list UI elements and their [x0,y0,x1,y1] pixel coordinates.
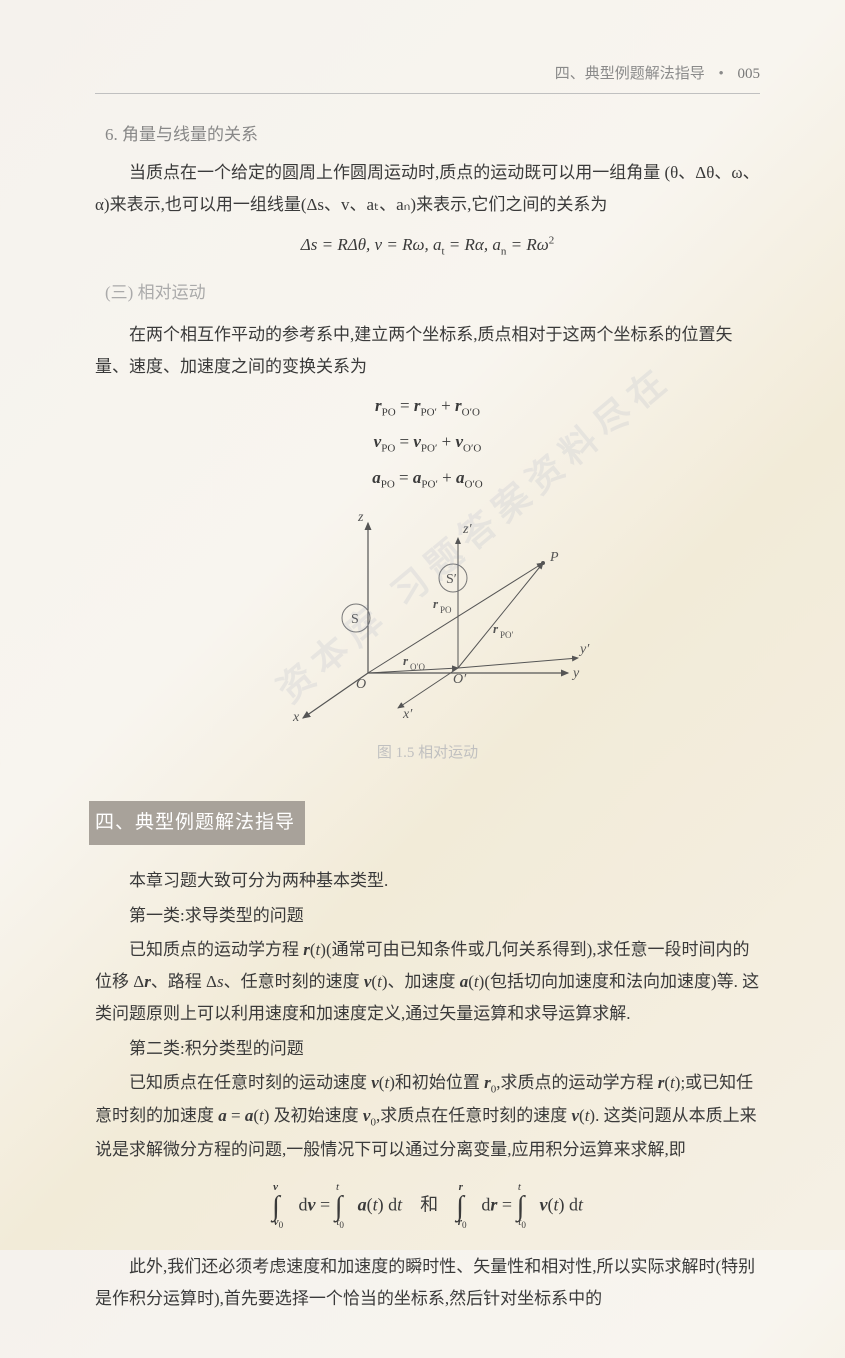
svg-text:r: r [433,596,439,611]
section6-title: 6. 角量与线量的关系 [105,119,760,151]
header-chapter-label: 四、典型例题解法指导 [555,66,705,82]
header-dot: • [718,66,723,82]
svg-text:O: O [356,677,366,692]
type1-body: 已知质点的运动学方程 r(t)(通常可由已知条件或几何关系得到),求任意一段时间… [95,934,760,1031]
svg-text:r: r [403,653,409,668]
page-number: 005 [738,66,761,82]
svg-text:y′: y′ [578,642,590,657]
after-para: 此外,我们还必须考虑速度和加速度的瞬时性、矢量性和相对性,所以实际求解时(特别是… [95,1251,760,1316]
svg-text:x′: x′ [402,707,413,722]
svg-text:S: S [351,612,359,627]
svg-text:PO: PO [440,605,452,615]
diagram-caption: 图 1.5 相对运动 [95,739,760,768]
svg-text:O′O: O′O [410,662,425,672]
integral-equations: ∫v0v dv = ∫t0t a(t) dt 和 ∫r0r dr = ∫t0t … [95,1180,760,1233]
svg-text:S′: S′ [446,572,457,587]
type2-body: 已知质点在任意时刻的运动速度 v(t)和初始位置 r0,求质点的运动学方程 r(… [95,1067,760,1166]
type1-title: 第一类:求导类型的问题 [95,900,760,932]
relative-motion-diagram: z z′ y y′ x x′ O O′ P [95,503,760,734]
section6-formula: Δs = RΔθ, v = Rω, at = Rα, an = Rω2 [95,229,760,262]
svg-text:O′: O′ [453,672,467,687]
svg-text:PO′: PO′ [500,630,514,640]
type2-title: 第二类:积分类型的问题 [95,1033,760,1065]
page-container: 四、典型例题解法指导 • 005 6. 角量与线量的关系 当质点在一个给定的圆周… [0,0,845,1358]
svg-text:y: y [571,666,580,681]
section4-intro: 本章习题大致可分为两种基本类型. [95,865,760,897]
section4-box-title: 四、典型例题解法指导 [89,801,305,845]
relative-motion-equations: rPO = rPO′ + rO′O vPO = vPO′ + vO′O aPO … [95,390,760,496]
page-header: 四、典型例题解法指导 • 005 [95,60,760,94]
svg-text:r: r [493,621,499,636]
svg-text:x: x [292,710,300,723]
integral-and-text: 和 [420,1195,438,1215]
relative-motion-para: 在两个相互作平动的参考系中,建立两个坐标系,质点相对于这两个坐标系的位置矢量、速… [95,319,760,384]
svg-text:z′: z′ [462,522,472,537]
section6-para1: 当质点在一个给定的圆周上作圆周运动时,质点的运动既可以用一组角量 (θ、Δθ、ω… [95,157,760,222]
relative-motion-title: (三) 相对运动 [105,277,760,309]
svg-text:z: z [357,510,364,525]
svg-text:P: P [549,550,559,565]
